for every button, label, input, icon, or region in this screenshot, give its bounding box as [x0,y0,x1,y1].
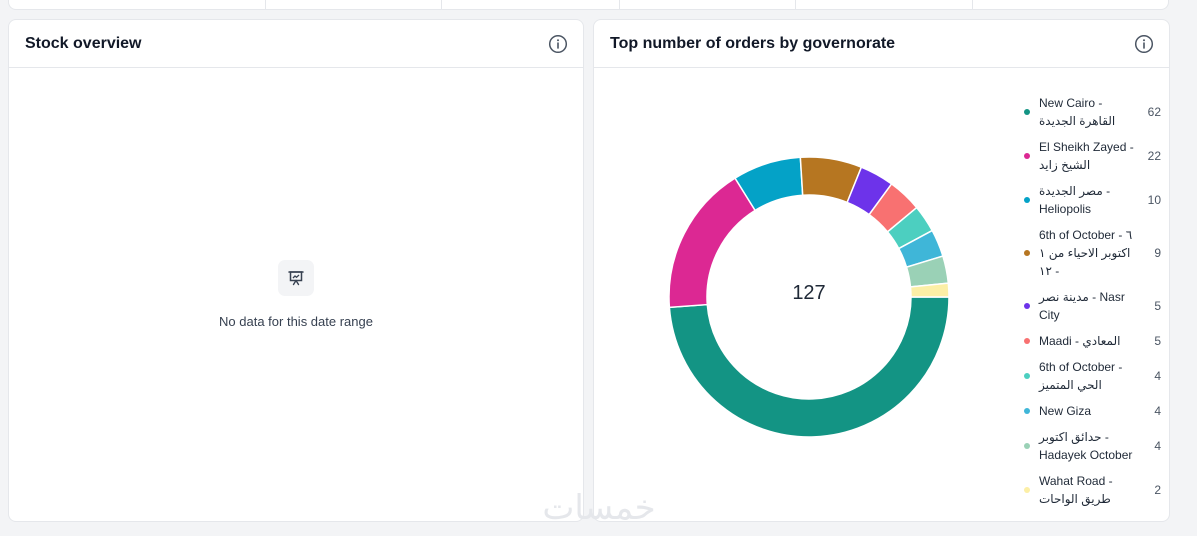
stat-divider [795,0,796,9]
legend-label: مصر الجديدة - Heliopolis [1039,184,1111,216]
info-circle-icon[interactable] [1134,34,1154,54]
legend-dot [1024,443,1030,449]
watermark-logo: خمسات [542,488,656,528]
stock-overview-header: Stock overview [9,20,583,68]
legend-dot [1024,250,1030,256]
orders-card-header: Top number of orders by governorate [594,20,1169,68]
empty-state: No data for this date range [9,260,583,329]
legend-item[interactable]: مصر الجديدة - Heliopolis 10 [1019,178,1161,222]
stat-divider [619,0,620,9]
legend-item[interactable]: حدائق اكتوبر - Hadayek October 4 [1019,424,1161,468]
legend-dot [1024,408,1030,414]
stock-overview-card: Stock overview No data for this date ran… [8,19,584,522]
legend-label: New Giza [1039,404,1092,418]
legend-label: حدائق اكتوبر - Hadayek October [1039,430,1133,462]
legend-label: 6th of October - ٦ اكتوبر الاحياء من ١ -… [1039,228,1133,278]
legend-value: 62 [1147,105,1161,119]
legend-value: 4 [1154,439,1161,453]
legend-dot [1024,109,1030,115]
legend-value: 22 [1147,149,1161,163]
legend-item[interactable]: مدينة نصر - Nasr City 5 [1019,284,1161,328]
orders-card-title: Top number of orders by governorate [610,34,896,52]
legend-value: 4 [1154,404,1161,418]
top-stats-strip [8,0,1169,10]
legend-label: Maadi - المعادي [1039,334,1121,348]
stat-divider [265,0,266,9]
stat-divider [972,0,973,9]
legend-label: New Cairo - القاهرة الجديدة [1039,96,1116,128]
orders-donut-chart [668,156,950,438]
donut-slice[interactable] [909,282,950,298]
legend-label: El Sheikh Zayed - الشيخ زايد [1039,140,1134,172]
legend-value: 5 [1154,334,1161,348]
donut-total: 127 [792,282,826,304]
presentation-chart-icon [278,260,314,296]
legend-dot [1024,153,1030,159]
orders-by-governorate-card: Top number of orders by governorate 127 … [593,19,1170,522]
legend-item[interactable]: El Sheikh Zayed - الشيخ زايد 22 [1019,134,1161,178]
stock-overview-title: Stock overview [25,34,142,52]
empty-state-text: No data for this date range [219,314,373,329]
legend-item[interactable]: 6th of October - ٦ اكتوبر الاحياء من ١ -… [1019,222,1161,284]
legend-item[interactable]: Wahat Road - طريق الواحات 2 [1019,468,1161,512]
legend-item[interactable]: 6th of October - الحي المتميز 4 [1019,354,1161,398]
legend-value: 2 [1154,483,1161,497]
legend-value: 9 [1154,246,1161,260]
chart-legend: New Cairo - القاهرة الجديدة 62 El Sheikh Z… [1019,90,1161,512]
legend-value: 10 [1147,193,1161,207]
legend-dot [1024,487,1030,493]
legend-dot [1024,338,1030,344]
legend-value: 5 [1154,299,1161,313]
info-circle-icon[interactable] [548,34,568,54]
legend-label: Wahat Road - طريق الواحات [1039,474,1113,506]
legend-item[interactable]: Maadi - المعادي 5 [1019,328,1161,354]
legend-label: 6th of October - الحي المتميز [1039,360,1123,392]
legend-dot [1024,373,1030,379]
legend-value: 4 [1154,369,1161,383]
legend-dot [1024,303,1030,309]
donut-slice[interactable] [668,296,950,438]
legend-label: مدينة نصر - Nasr City [1039,290,1125,322]
stat-divider [441,0,442,9]
legend-dot [1024,197,1030,203]
legend-item[interactable]: New Giza 4 [1019,398,1161,424]
legend-item[interactable]: New Cairo - القاهرة الجديدة 62 [1019,90,1161,134]
